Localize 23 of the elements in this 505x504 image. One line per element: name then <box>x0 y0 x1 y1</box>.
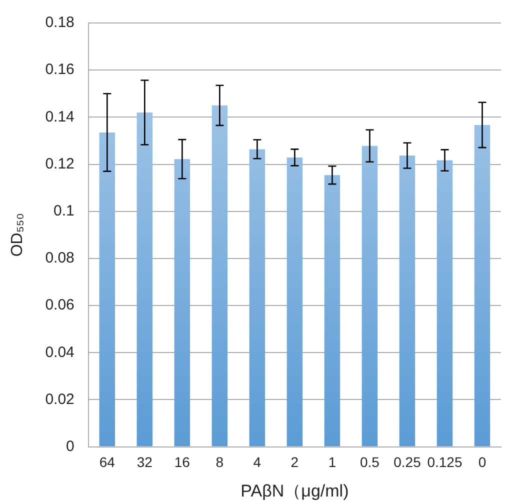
y-tick-label: 0.06 <box>45 296 74 314</box>
x-tick-label: 32 <box>136 454 153 470</box>
x-tick-label: 0 <box>478 454 486 470</box>
x-tick-label: 1 <box>328 454 336 470</box>
x-tick-label: 0.25 <box>394 454 422 470</box>
x-tick-label: 0.125 <box>427 454 462 470</box>
x-tick-label: 2 <box>290 454 299 470</box>
y-tick-label: 0.18 <box>45 14 74 32</box>
x-tick-label: 4 <box>253 454 262 470</box>
y-axis-title: OD₅₅₀ <box>9 213 26 257</box>
y-tick-label: 0.02 <box>45 390 74 408</box>
y-tick-label: 0.16 <box>45 61 74 78</box>
x-tick-label: 0.5 <box>360 454 380 470</box>
y-tick-label: 0.1 <box>54 202 74 220</box>
y-tick-label: 0.14 <box>45 108 74 126</box>
x-tick-label: 8 <box>216 454 224 470</box>
x-axis-title: PAβN（μg/ml) <box>240 481 349 500</box>
x-tick-label: 16 <box>174 454 190 470</box>
y-tick-label: 0.04 <box>45 344 74 361</box>
y-tick-label: 0.12 <box>45 155 74 172</box>
y-tick-label: 0.08 <box>45 250 74 267</box>
y-tick-label: 0 <box>66 438 74 455</box>
x-tick-label: 64 <box>99 454 116 470</box>
